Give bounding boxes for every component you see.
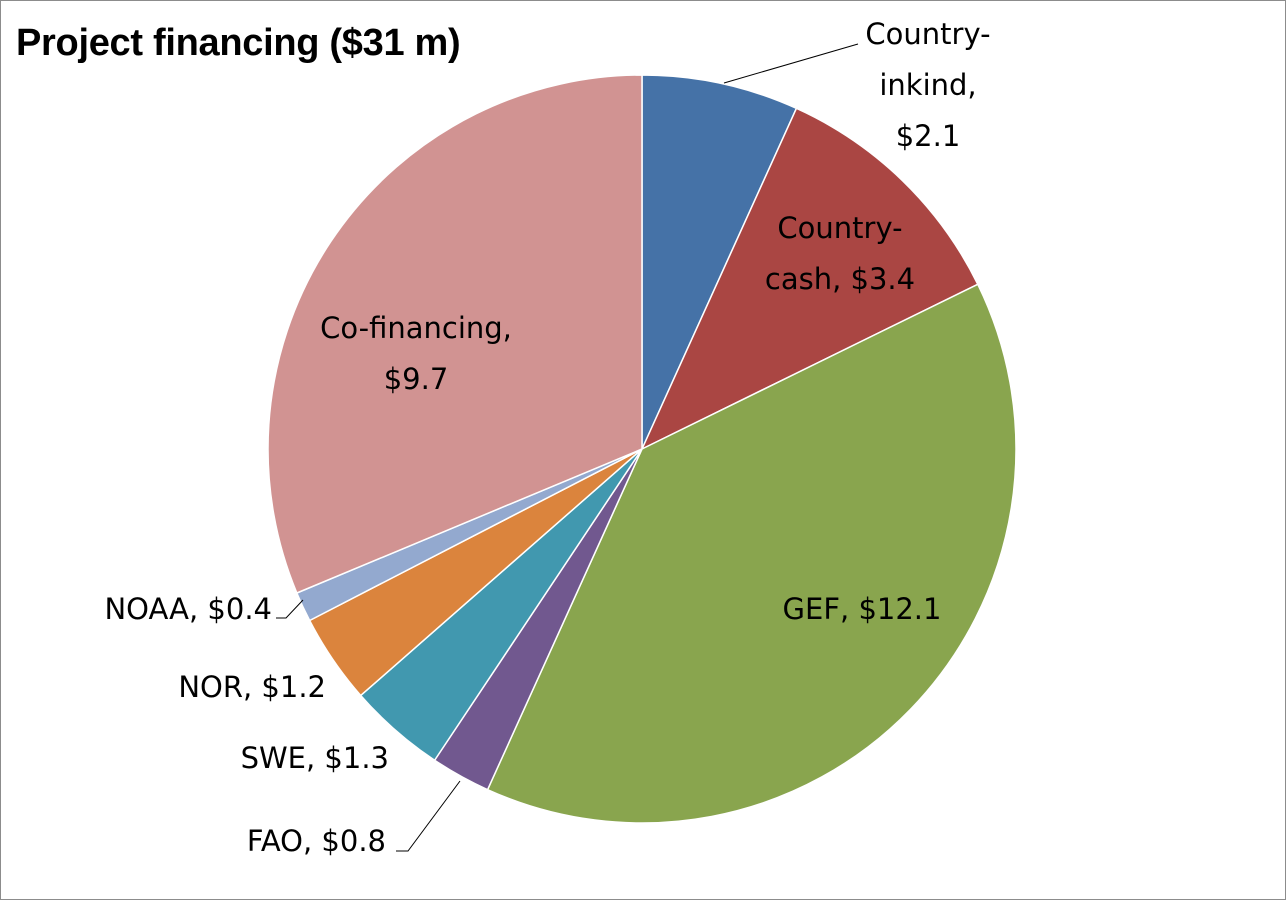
data-label-line: FAO, $0.8 bbox=[247, 824, 386, 858]
data-label-line: Co-financing, bbox=[320, 311, 512, 345]
data-labels: Country-inkind, $2.1 Country-cash, $3.4 GEF… bbox=[104, 17, 990, 858]
data-label-nor: NOR, $1.2 bbox=[178, 670, 326, 704]
data-label-gef: GEF, $12.1 bbox=[783, 592, 942, 626]
pie-slices bbox=[267, 74, 1017, 824]
data-label-noaa: NOAA, $0.4 bbox=[104, 592, 272, 626]
data-label-country-cash: Country-cash, $3.4 bbox=[765, 211, 915, 296]
chart-title: Project financing ($31 m) bbox=[16, 22, 461, 64]
data-label-line: NOAA, $0.4 bbox=[104, 592, 272, 626]
data-label-line: $2.1 bbox=[896, 119, 961, 153]
data-label-line: cash, $3.4 bbox=[765, 262, 915, 296]
leader-line-country-inkind bbox=[723, 43, 859, 84]
data-label-fao: FAO, $0.8 bbox=[247, 824, 386, 858]
data-label-swe: SWE, $1.3 bbox=[241, 741, 389, 775]
data-label-line: inkind, bbox=[879, 68, 976, 102]
data-label-line: Country- bbox=[777, 211, 902, 245]
data-label-line: NOR, $1.2 bbox=[178, 670, 326, 704]
pie-slice-co-financing bbox=[267, 74, 643, 594]
pie-slice-gef bbox=[486, 283, 1017, 824]
data-label-country-inkind: Country-inkind, $2.1 bbox=[865, 17, 990, 153]
data-label-co-financing: Co-financing, $9.7 bbox=[320, 311, 512, 396]
leader-lines bbox=[276, 43, 859, 852]
data-label-line: GEF, $12.1 bbox=[783, 592, 942, 626]
data-label-line: $9.7 bbox=[384, 362, 449, 396]
data-label-line: Country- bbox=[865, 17, 990, 51]
data-label-line: SWE, $1.3 bbox=[241, 741, 389, 775]
pie-slice-country-cash bbox=[641, 107, 979, 450]
leader-line-noaa bbox=[276, 599, 304, 619]
leader-line-fao bbox=[396, 780, 461, 852]
pie-slice-country-inkind bbox=[641, 74, 798, 450]
